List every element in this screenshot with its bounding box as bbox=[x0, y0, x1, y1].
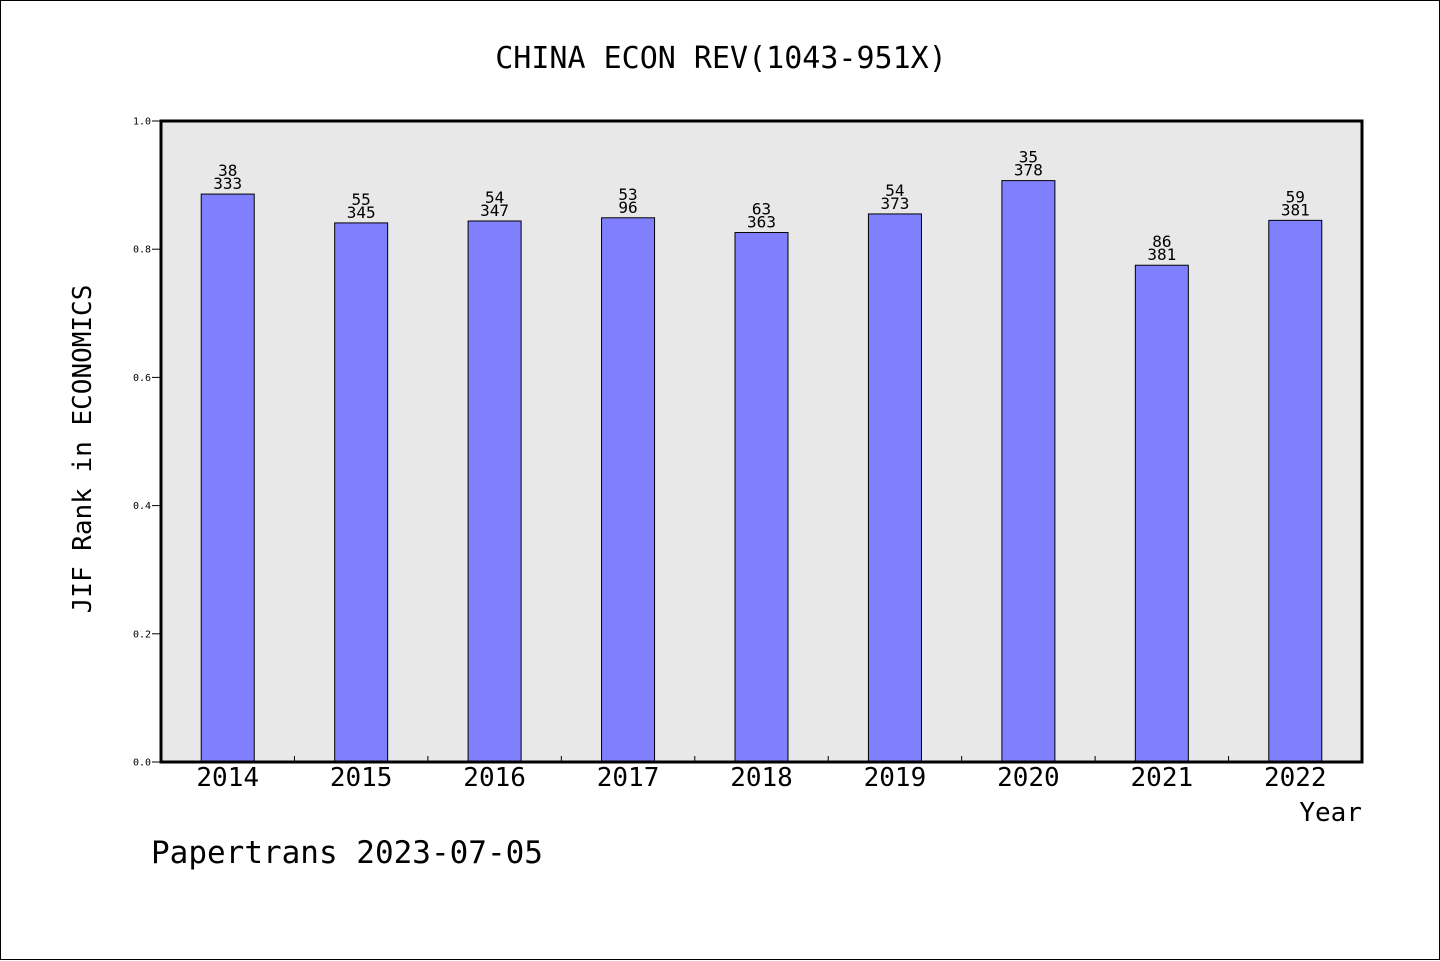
bar-label-rank: 55 bbox=[352, 190, 371, 209]
bar-label-total: 345 bbox=[347, 203, 376, 222]
x-tick-label: 2020 bbox=[997, 763, 1060, 793]
bar bbox=[734, 232, 789, 763]
x-axis-label: Year bbox=[1299, 798, 1362, 828]
y-tick-label: 0.2 bbox=[133, 629, 151, 640]
x-tick-label: 2014 bbox=[196, 763, 259, 793]
footer-credit: Papertrans 2023-07-05 bbox=[151, 835, 543, 871]
y-tick-label: 0.0 bbox=[133, 758, 151, 769]
y-tick-label: 1.0 bbox=[133, 117, 151, 128]
chart-title: CHINA ECON REV(1043-951X) bbox=[495, 41, 947, 76]
x-tick-label: 2021 bbox=[1131, 763, 1194, 793]
bar-label-rank: 54 bbox=[885, 181, 904, 200]
bar-label-total: 96 bbox=[618, 198, 637, 217]
bar bbox=[1268, 219, 1323, 763]
bar-label-rank: 59 bbox=[1286, 187, 1305, 206]
bar-label-rank: 35 bbox=[1019, 148, 1038, 167]
bar-label-rank: 54 bbox=[485, 188, 504, 207]
bar-label-total: 347 bbox=[480, 201, 509, 220]
y-tick-label: 0.8 bbox=[133, 245, 151, 256]
x-tick-label: 2015 bbox=[330, 763, 393, 793]
bar-label-rank: 63 bbox=[752, 200, 771, 219]
bar bbox=[601, 217, 656, 763]
x-tick-label: 2016 bbox=[463, 763, 526, 793]
bar-label-rank: 53 bbox=[618, 185, 637, 204]
bar-label-rank: 38 bbox=[218, 161, 237, 180]
bar-label-rank: 86 bbox=[1152, 232, 1171, 251]
bar-label-total: 381 bbox=[1281, 200, 1310, 219]
bar-label-total: 381 bbox=[1147, 245, 1176, 264]
y-axis-label: JIF Rank in ECONOMICS bbox=[68, 285, 98, 614]
bar bbox=[467, 220, 522, 763]
bar-label-total: 333 bbox=[213, 174, 242, 193]
bar-label-total: 363 bbox=[747, 213, 776, 232]
plot-border bbox=[159, 119, 1364, 764]
x-tick-label: 2018 bbox=[730, 763, 793, 793]
bar bbox=[1001, 180, 1056, 763]
y-tick-label: 0.6 bbox=[133, 373, 151, 384]
bar bbox=[867, 213, 922, 763]
bar bbox=[334, 222, 389, 763]
y-tick-label: 0.4 bbox=[133, 501, 151, 512]
x-tick-label: 2019 bbox=[864, 763, 927, 793]
x-tick-label: 2022 bbox=[1264, 763, 1327, 793]
bar bbox=[200, 193, 255, 763]
x-tick-label: 2017 bbox=[597, 763, 660, 793]
bar-label-total: 378 bbox=[1014, 161, 1043, 180]
bar-label-total: 373 bbox=[880, 194, 909, 213]
bar bbox=[1134, 264, 1189, 763]
